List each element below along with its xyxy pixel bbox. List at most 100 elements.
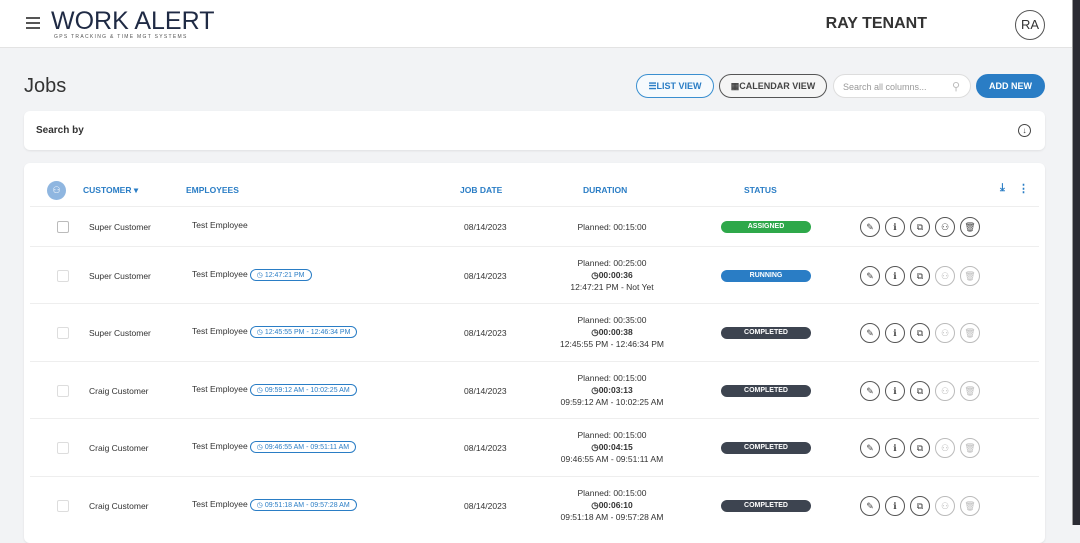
info-icon[interactable]: ℹ [885,265,905,286]
row-checkbox[interactable] [57,499,69,512]
row-actions: ✎ ℹ ⧉ ⚇ 🗑 [860,217,980,237]
elapsed-time: ◷00:03:13 [591,384,633,395]
info-icon[interactable]: ℹ [885,495,905,516]
elapsed-time: ◷00:04:15 [591,442,633,452]
jobs-table: ⚇ CUSTOMER ▾ EMPLOYEES JOB DATE DURATION… [24,163,1045,543]
customer-cell: Craig Customer [89,500,149,511]
column-customer[interactable]: CUSTOMER ▾ [83,185,139,195]
info-icon[interactable]: ℹ [885,380,905,401]
reassign-icon[interactable]: ⚇ [935,217,955,237]
edit-icon[interactable]: ✎ [860,495,880,516]
row-actions: ✎ ℹ ⧉ ⚇ 🗑 [860,495,980,516]
status-badge: COMPLETED [721,384,811,397]
row-checkbox[interactable] [57,384,69,397]
duration-cell: Planned: 00:15:00 ◷00:03:13 09:59:12 AM -… [542,372,682,408]
employee-cell: Test Employee [192,220,248,230]
expand-icon[interactable]: ↓ [1018,124,1031,137]
time-pill: ◷ 09:46:55 AM - 09:51:11 AM [249,441,357,453]
reassign-icon[interactable]: ⚇ [935,323,955,343]
list-view-button[interactable]: ☰LIST VIEW [636,74,714,98]
time-pill: ◷ 09:51:18 AM - 09:57:28 AM [249,498,357,511]
customer-cell: Craig Customer [89,443,149,453]
copy-icon[interactable]: ⧉ [910,323,930,343]
add-new-button[interactable]: ADD NEW [976,74,1045,98]
table-row[interactable]: Craig Customer Test Employee ◷ 09:46:55 A… [30,418,1039,476]
status-badge: RUNNING [721,269,811,282]
row-checkbox[interactable] [57,269,69,282]
column-status[interactable]: STATUS [744,185,777,195]
delete-icon[interactable]: 🗑 [960,495,980,516]
edit-icon[interactable]: ✎ [860,265,880,286]
info-icon[interactable]: ℹ [885,438,905,458]
employee-cell: Test Employee ◷ 12:45:55 PM - 12:46:34 PM [192,326,358,338]
table-row[interactable]: Super Customer Test Employee 08/14/2023 … [30,206,1039,246]
customer-cell: Super Customer [89,328,151,338]
time-pill: ◷ 12:45:55 PM - 12:46:34 PM [249,326,358,338]
search-by-panel[interactable]: Search by ↓ [24,111,1045,150]
search-icon: ⚲ [951,81,960,93]
avatar[interactable]: RA [1015,10,1045,40]
elapsed-time: ◷00:00:38 [591,327,633,337]
copy-icon[interactable]: ⧉ [910,265,930,286]
duration-cell: Planned: 00:15:00 ◷00:04:15 09:46:55 AM -… [542,429,682,465]
copy-icon[interactable]: ⧉ [910,438,930,458]
employee-cell: Test Employee ◷ 09:46:55 AM - 09:51:11 AM [192,441,357,453]
table-row[interactable]: Craig Customer Test Employee ◷ 09:51:18 A… [30,476,1039,533]
assign-user-icon[interactable]: ⚇ [47,181,66,200]
employee-cell: Test Employee ◷ 12:47:21 PM [192,268,312,281]
top-bar: WORK ALERT GPS TRACKING & TIME MGT SYSTE… [0,0,1072,48]
page-title: Jobs [24,75,67,97]
copy-icon[interactable]: ⧉ [910,380,930,401]
status-badge: COMPLETED [721,442,811,454]
delete-icon[interactable]: 🗑 [960,380,980,401]
copy-icon[interactable]: ⧉ [910,495,930,516]
reassign-icon[interactable]: ⚇ [935,380,955,401]
download-icon[interactable]: ⤓ [1000,182,1005,194]
edit-icon[interactable]: ✎ [860,380,880,401]
job-date-cell: 08/14/2023 [464,270,507,281]
reassign-icon[interactable]: ⚇ [935,438,955,458]
elapsed-time: ◷00:00:36 [591,269,633,280]
time-pill: ◷ 09:59:12 AM - 10:02:25 AM [249,383,357,396]
delete-icon[interactable]: 🗑 [960,323,980,343]
column-job-date[interactable]: JOB DATE [460,185,503,195]
delete-icon[interactable]: 🗑 [960,438,980,458]
customer-cell: Super Customer [89,270,151,281]
edit-icon[interactable]: ✎ [860,438,880,458]
employee-cell: Test Employee ◷ 09:59:12 AM - 10:02:25 AM [192,383,357,396]
scrollbar[interactable] [1072,0,1080,525]
reassign-icon[interactable]: ⚇ [935,265,955,286]
calendar-view-button[interactable]: ▦CALENDAR VIEW [719,74,827,98]
status-badge: COMPLETED [721,499,811,512]
column-duration[interactable]: DURATION [583,185,628,195]
job-date-cell: 08/14/2023 [464,222,507,232]
duration-cell: Planned: 00:35:00 ◷00:00:38 12:45:55 PM -… [542,314,682,350]
duration-cell: Planned: 00:25:00 ◷00:00:36 12:47:21 PM -… [542,257,682,293]
time-pill: ◷ 12:47:21 PM [249,268,312,281]
row-checkbox[interactable] [57,327,69,339]
info-icon[interactable]: ℹ [885,323,905,343]
table-row[interactable]: Craig Customer Test Employee ◷ 09:59:12 A… [30,361,1039,418]
delete-icon[interactable]: 🗑 [960,217,980,237]
row-checkbox[interactable] [57,221,69,233]
logo[interactable]: WORK ALERT GPS TRACKING & TIME MGT SYSTE… [51,7,215,40]
column-employees[interactable]: EMPLOYEES [186,185,239,195]
table-row[interactable]: Super Customer Test Employee ◷ 12:47:21 P… [30,246,1039,303]
search-input[interactable]: Search all columns... ⚲ [833,74,971,98]
table-row[interactable]: Super Customer Test Employee ◷ 12:45:55 P… [30,303,1039,361]
job-date-cell: 08/14/2023 [464,385,507,396]
edit-icon[interactable]: ✎ [860,217,880,237]
row-actions: ✎ ℹ ⧉ ⚇ 🗑 [860,265,980,286]
menu-icon[interactable] [26,17,40,29]
status-badge: COMPLETED [721,327,811,339]
job-date-cell: 08/14/2023 [464,328,507,338]
customer-cell: Craig Customer [89,385,149,396]
reassign-icon[interactable]: ⚇ [935,495,955,516]
delete-icon[interactable]: 🗑 [960,265,980,286]
user-name[interactable]: RAY TENANT [825,15,927,32]
row-checkbox[interactable] [57,442,69,454]
info-icon[interactable]: ℹ [885,217,905,237]
edit-icon[interactable]: ✎ [860,323,880,343]
more-options-icon[interactable]: ⋮ [1018,183,1029,195]
copy-icon[interactable]: ⧉ [910,217,930,237]
